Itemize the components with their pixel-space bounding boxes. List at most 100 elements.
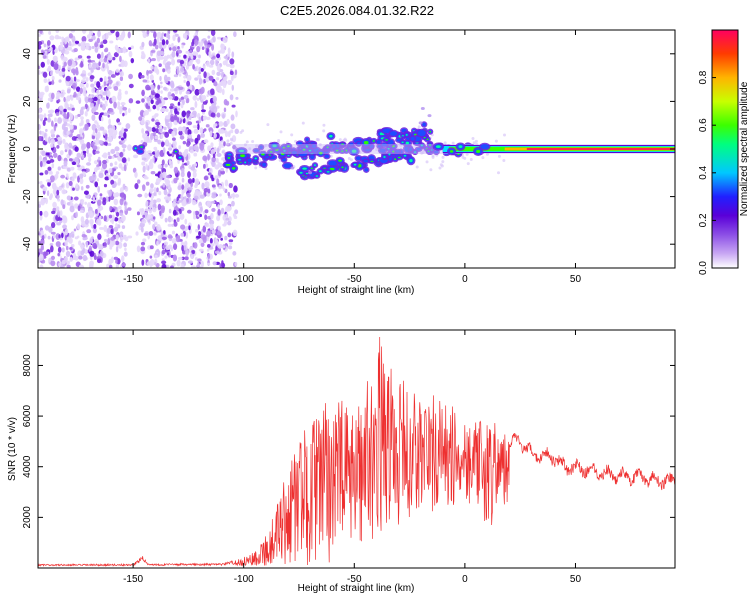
spectrogram-haze-blob bbox=[220, 139, 224, 143]
spectrogram-noise-blob bbox=[169, 103, 174, 107]
spectrogram-noise-blob bbox=[65, 250, 71, 258]
spectrogram-noise-blob bbox=[186, 112, 189, 119]
snr-ytick-label: 8000 bbox=[22, 354, 33, 377]
spectrogram-noise-blob bbox=[69, 247, 73, 250]
spectrogram-noise-blob bbox=[38, 108, 42, 114]
spectrogram-noise-blob bbox=[57, 99, 61, 103]
spectrogram-noise-blob bbox=[107, 79, 113, 85]
spectrogram-noise-blob bbox=[99, 77, 103, 82]
spectrogram-noise-blob bbox=[95, 128, 98, 134]
spectrogram-noise-blob bbox=[88, 245, 93, 253]
spectrogram-noise-blob bbox=[116, 224, 121, 229]
spectrogram-noise-blob bbox=[82, 150, 87, 154]
spectrogram-noise-blob bbox=[62, 224, 68, 229]
spectrogram-noise-blob bbox=[147, 58, 151, 63]
spectrogram-noise-blob bbox=[181, 151, 187, 158]
spectrogram-signal-core bbox=[137, 149, 143, 154]
spectrogram-noise-blob bbox=[145, 153, 151, 160]
spectrogram-noise-blob bbox=[222, 113, 225, 119]
spectrogram-noise-blob bbox=[98, 172, 104, 179]
spectrogram-noise-blob bbox=[77, 55, 83, 59]
spectrogram-noise-blob bbox=[221, 263, 226, 267]
spectrogram-noise-blob bbox=[141, 161, 146, 166]
spectrogram-noise-blob bbox=[218, 86, 223, 94]
spectrogram-noise-blob bbox=[164, 177, 167, 183]
spectrogram-noise-blob bbox=[168, 95, 173, 100]
spectrogram-noise-blob bbox=[127, 144, 132, 151]
spectrogram-noise-blob bbox=[192, 55, 197, 61]
spectrogram-noise-blob bbox=[179, 67, 185, 72]
spectrogram-noise-blob bbox=[39, 180, 43, 186]
spectrogram-signal-core bbox=[376, 140, 381, 144]
spectrogram-noise-blob bbox=[81, 30, 87, 34]
spectrogram-haze-blob bbox=[318, 143, 322, 147]
spectrogram-noise-blob bbox=[165, 108, 169, 113]
spectrogram-noise-blob bbox=[146, 74, 150, 80]
spectrogram-noise-blob bbox=[96, 199, 102, 206]
spectrogram-noise-blob bbox=[79, 82, 85, 88]
spectrogram-noise-blob bbox=[50, 245, 54, 253]
spectrogram-noise-blob bbox=[217, 169, 222, 177]
spectrogram-noise-blob bbox=[172, 209, 177, 216]
spectrogram-noise-blob bbox=[227, 79, 233, 86]
spectrogram-noise-blob bbox=[102, 91, 108, 96]
spectrogram-noise-blob bbox=[76, 152, 82, 158]
spectrogram-noise-blob bbox=[179, 208, 182, 215]
spectrogram-signal-core bbox=[312, 144, 316, 149]
spectrogram-signal-peak bbox=[403, 154, 407, 157]
spectrogram-noise-blob bbox=[142, 31, 147, 39]
spectrogram-noise-blob bbox=[110, 256, 114, 264]
spectrogram-noise-blob bbox=[57, 136, 63, 142]
spectrogram-noise-blob bbox=[49, 35, 55, 41]
spectrogram-noise-blob bbox=[67, 46, 73, 51]
spectrogram-noise-blob bbox=[203, 187, 209, 193]
spectrogram-noise-blob bbox=[164, 255, 168, 259]
spectrogram-noise-blob bbox=[192, 145, 198, 151]
spectrogram-noise-blob bbox=[85, 82, 89, 88]
colorbar-tick-label: 0.0 bbox=[698, 261, 709, 275]
spectrogram-noise-blob bbox=[169, 80, 175, 88]
spectrogram-noise-blob bbox=[220, 237, 223, 241]
spectrogram-noise-blob bbox=[96, 178, 100, 182]
spectrogram-noise-blob bbox=[167, 197, 172, 202]
spectrogram-noise-blob bbox=[124, 109, 128, 116]
spectrogram-noise-blob bbox=[69, 256, 73, 262]
spectrogram-noise-blob bbox=[196, 235, 202, 239]
spectrogram-signal-core bbox=[310, 155, 315, 160]
spectrogram-noise-blob bbox=[91, 87, 96, 94]
spectrogram-haze-blob bbox=[279, 130, 283, 134]
spectrogram-noise-blob bbox=[181, 184, 185, 190]
spectrogram-noise-blob bbox=[41, 49, 44, 54]
spectrogram-noise-blob bbox=[85, 45, 90, 50]
spectrogram-noise-blob bbox=[147, 70, 153, 74]
spectrogram-noise-blob bbox=[120, 60, 126, 68]
spectrogram-noise-blob bbox=[117, 93, 122, 101]
spectrogram-noise-blob bbox=[44, 136, 48, 142]
spectrogram-noise-blob bbox=[216, 53, 221, 59]
spectrogram-noise-blob bbox=[64, 119, 70, 122]
spectrogram-haze-blob bbox=[251, 140, 255, 144]
spectrogram-noise-blob bbox=[201, 46, 205, 50]
spectrogram-noise-blob bbox=[152, 199, 157, 204]
spectrogram-noise-blob bbox=[156, 56, 161, 62]
spectrogram-noise-blob bbox=[170, 217, 174, 222]
spectrogram-noise-blob bbox=[235, 96, 239, 100]
spectrogram-noise-blob bbox=[145, 102, 149, 109]
spectrogram-noise-blob bbox=[207, 188, 211, 194]
spectrogram-noise-blob bbox=[71, 107, 75, 111]
spectrogram-noise-blob bbox=[63, 112, 67, 119]
spectrogram-noise-blob bbox=[196, 261, 200, 268]
spectrogram-noise-blob bbox=[177, 45, 180, 50]
spectrogram-noise-blob bbox=[54, 122, 58, 127]
spectrogram-signal-peak bbox=[232, 167, 236, 170]
spectrogram-noise-blob bbox=[187, 121, 193, 126]
spectrogram-noise-blob bbox=[78, 136, 83, 140]
spectrogram-noise-blob bbox=[198, 54, 201, 59]
spectrogram-noise-blob bbox=[122, 106, 128, 111]
spectrogram-haze-blob bbox=[322, 129, 326, 133]
spectrogram-noise-blob bbox=[128, 50, 133, 58]
spectrogram-noise-blob bbox=[200, 260, 204, 268]
spectrogram-noise-blob bbox=[49, 143, 54, 148]
spectrogram-noise-blob bbox=[211, 177, 215, 182]
spectrogram-noise-blob bbox=[85, 77, 89, 82]
